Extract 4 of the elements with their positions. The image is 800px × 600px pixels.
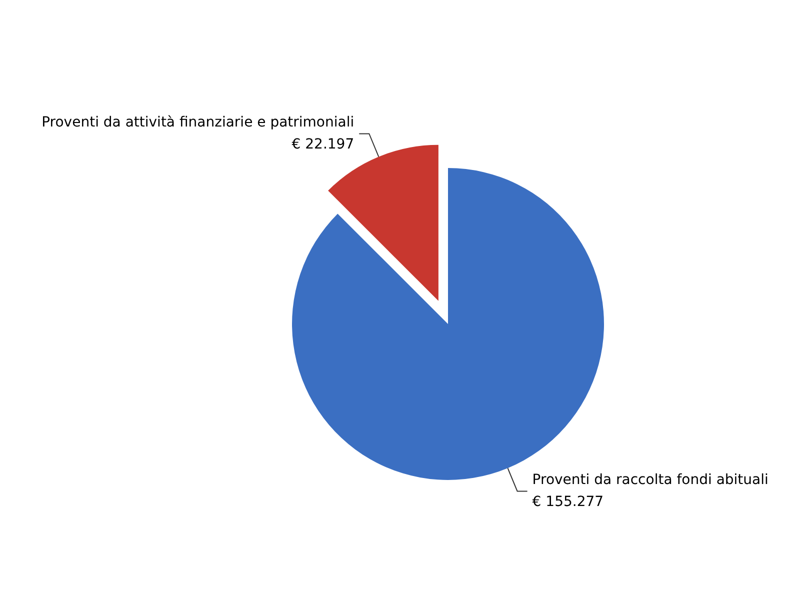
slice-label: Proventi da attività finanziarie e patrimoniali [42, 114, 354, 131]
data-label: € 22.197 [292, 136, 354, 153]
slice-label: Proventi da raccolta fondi abituali [532, 472, 768, 488]
data-label: € 155.277 [532, 494, 604, 510]
